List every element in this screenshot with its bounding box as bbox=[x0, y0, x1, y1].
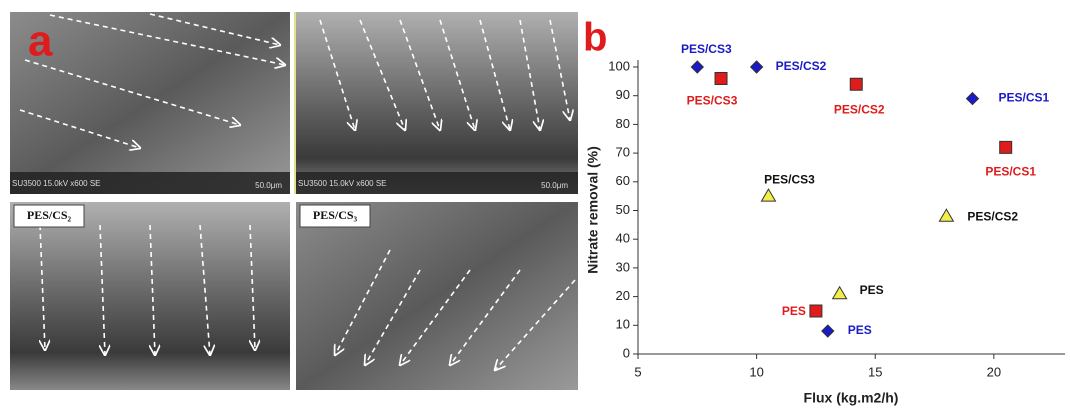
point-label: PES/CS2 bbox=[776, 59, 827, 73]
point-label: PES bbox=[860, 283, 884, 297]
sem-info: SU3500 15.0kV x600 SE bbox=[298, 179, 387, 188]
point bbox=[760, 188, 777, 202]
sem-image bbox=[296, 202, 578, 390]
point bbox=[809, 304, 823, 318]
y-tick-label: 50 bbox=[616, 202, 630, 217]
y-tick-label: 20 bbox=[616, 288, 630, 303]
y-tick-label: 30 bbox=[616, 259, 630, 274]
y-tick-label: 80 bbox=[616, 116, 630, 131]
y-tick-label: 10 bbox=[616, 317, 630, 332]
point-label: PES bbox=[782, 304, 806, 318]
point-label: PES/CS2 bbox=[834, 102, 885, 116]
point-label: PES/CS1 bbox=[998, 91, 1049, 105]
point-label: PES/CS3 bbox=[687, 94, 738, 108]
point bbox=[938, 208, 955, 222]
x-tick-label: 10 bbox=[749, 364, 763, 379]
x-tick-label: 20 bbox=[987, 364, 1001, 379]
x-tick-label: 15 bbox=[868, 364, 882, 379]
point-label: PES/CS2 bbox=[967, 209, 1018, 223]
panel-letter: a bbox=[28, 17, 53, 66]
y-tick-label: 90 bbox=[616, 87, 630, 102]
point bbox=[831, 285, 848, 300]
point-label: PES/CS1 bbox=[985, 165, 1036, 179]
y-tick-label: 100 bbox=[608, 58, 630, 73]
sem-scale: 50.0μm bbox=[255, 181, 282, 190]
point-label: PES/CS3 bbox=[764, 172, 815, 186]
sem-info: SU3500 15.0kV x600 SE bbox=[12, 179, 101, 188]
point bbox=[821, 324, 835, 338]
y-tick-label: 70 bbox=[616, 145, 630, 160]
point-label: PES bbox=[848, 323, 872, 337]
point bbox=[965, 91, 980, 106]
sem-label: PES/CS₂ bbox=[27, 208, 72, 222]
point bbox=[749, 60, 764, 74]
sem-image bbox=[10, 12, 290, 194]
y-axis-title: Nitrate removal (%) bbox=[585, 146, 601, 274]
sem-label: PES/CS₃ bbox=[313, 208, 358, 222]
y-tick-label: 0 bbox=[623, 345, 630, 360]
point bbox=[714, 71, 728, 85]
sem-scale: 50.0μm bbox=[541, 181, 568, 190]
point bbox=[849, 77, 863, 91]
x-tick-label: 5 bbox=[634, 364, 641, 379]
point-label: PES/CS3 bbox=[681, 42, 732, 56]
sem-image bbox=[10, 202, 290, 390]
y-tick-label: 60 bbox=[616, 173, 630, 188]
sem-image bbox=[296, 12, 578, 194]
sem-images bbox=[10, 12, 578, 390]
point bbox=[999, 140, 1013, 154]
point bbox=[690, 60, 705, 74]
y-tick-label: 40 bbox=[616, 231, 630, 246]
panel-letter: b bbox=[583, 16, 607, 60]
x-axis-title: Flux (kg.m2/h) bbox=[804, 390, 899, 406]
